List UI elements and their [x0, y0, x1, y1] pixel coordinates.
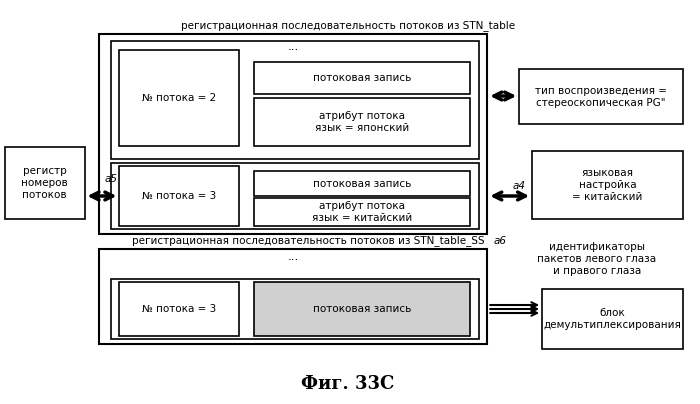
- Text: регистрационная последовательность потоков из STN_table_SS: регистрационная последовательность поток…: [132, 236, 484, 246]
- Text: a5: a5: [104, 174, 118, 184]
- Text: ...: ...: [288, 250, 299, 263]
- FancyBboxPatch shape: [99, 249, 487, 344]
- FancyBboxPatch shape: [253, 62, 470, 94]
- FancyBboxPatch shape: [253, 171, 470, 196]
- FancyBboxPatch shape: [119, 166, 239, 226]
- FancyBboxPatch shape: [542, 289, 683, 349]
- Text: Фиг. 33С: Фиг. 33С: [302, 375, 395, 393]
- Text: регистр
номеров
потоков: регистр номеров потоков: [22, 166, 68, 200]
- Text: атрибут потока
язык = японский: атрибут потока язык = японский: [315, 111, 409, 133]
- Text: идентификаторы
пакетов левого глаза
и правого глаза: идентификаторы пакетов левого глаза и пр…: [537, 242, 657, 276]
- Text: ...: ...: [288, 40, 299, 53]
- FancyBboxPatch shape: [111, 279, 480, 339]
- Text: регистрационная последовательность потоков из STN_table: регистрационная последовательность поток…: [181, 21, 515, 32]
- Text: потоковая запись: потоковая запись: [313, 179, 411, 189]
- FancyBboxPatch shape: [111, 163, 480, 229]
- Text: a4: a4: [512, 181, 525, 191]
- FancyBboxPatch shape: [119, 282, 239, 336]
- Text: языковая
настройка
= китайский: языковая настройка = китайский: [573, 168, 643, 202]
- Text: № потока = 3: № потока = 3: [142, 191, 216, 201]
- Text: потоковая запись: потоковая запись: [313, 73, 411, 83]
- FancyBboxPatch shape: [519, 69, 683, 124]
- Text: a6: a6: [494, 236, 506, 246]
- FancyBboxPatch shape: [253, 198, 470, 226]
- FancyBboxPatch shape: [99, 34, 487, 234]
- FancyBboxPatch shape: [111, 41, 480, 159]
- Text: блок
демультиплексирования: блок демультиплексирования: [544, 308, 682, 330]
- Text: № потока = 3: № потока = 3: [142, 304, 216, 314]
- Text: № потока = 2: № потока = 2: [142, 93, 216, 103]
- FancyBboxPatch shape: [5, 147, 85, 219]
- FancyBboxPatch shape: [119, 50, 239, 146]
- Text: атрибут потока
язык = китайский: атрибут потока язык = китайский: [312, 201, 412, 223]
- FancyBboxPatch shape: [253, 282, 470, 336]
- FancyBboxPatch shape: [253, 98, 470, 146]
- Text: потоковая запись: потоковая запись: [313, 304, 411, 314]
- Text: тип воспроизведения =
стереоскопическая PG": тип воспроизведения = стереоскопическая …: [535, 86, 666, 108]
- FancyBboxPatch shape: [532, 151, 683, 219]
